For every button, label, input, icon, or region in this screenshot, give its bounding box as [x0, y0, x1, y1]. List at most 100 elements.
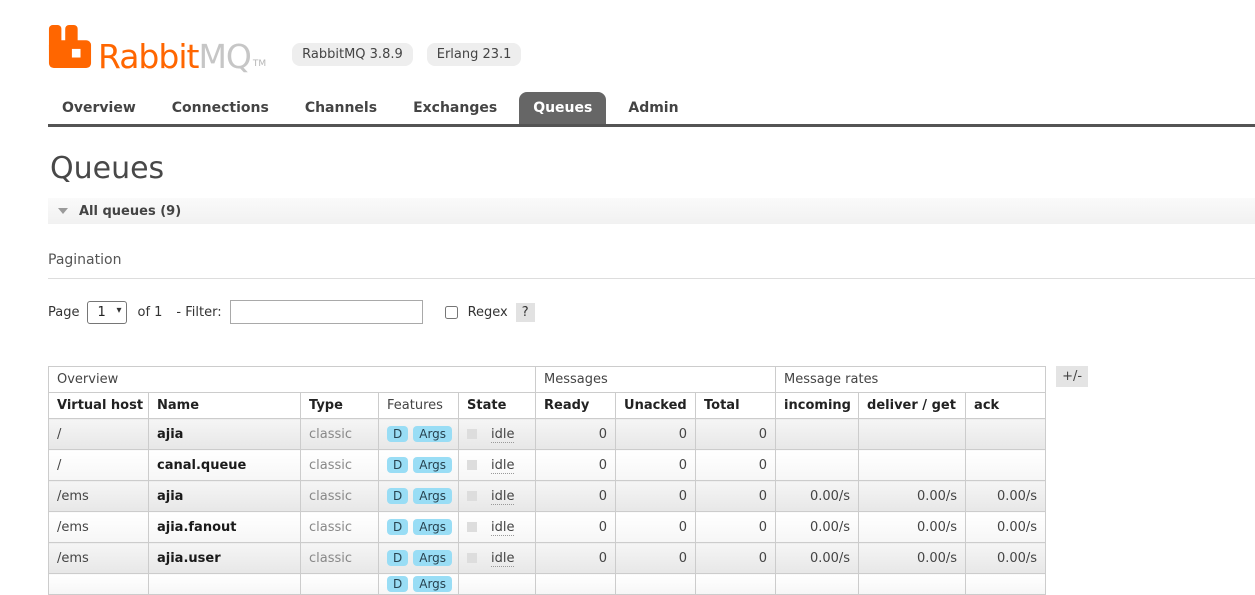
cell-ready: 0: [535, 511, 617, 543]
state-indicator-icon: [467, 552, 477, 563]
cell-total: 0: [695, 449, 777, 481]
cell-ready: 0: [535, 480, 617, 512]
cell-features: D Args: [378, 511, 459, 543]
column-toggle-button[interactable]: +/-: [1056, 366, 1089, 387]
table-row: /ems ajia.user classic D Args idle 0 0 0 0.00/s 0.…: [48, 542, 1047, 574]
queues-table-zone: Overview Messages Message rates Virtual hos…: [47, 366, 1255, 595]
cell-deliver-get-rate: [858, 418, 967, 450]
cell-state: idle: [457, 480, 537, 512]
cell-total: 0: [695, 418, 777, 450]
cell-partial: [300, 573, 379, 595]
cell-state: idle: [457, 542, 537, 574]
column-header-ack[interactable]: ack: [965, 392, 1047, 419]
cell-type: classic: [300, 449, 379, 481]
column-header-type[interactable]: Type: [300, 392, 379, 419]
pagination-controls: Page 1 ▾ of 1 - Filter: Regex ?: [48, 300, 1255, 324]
cell-partial: D Args: [378, 573, 459, 595]
column-header-deliver-get[interactable]: deliver / get: [858, 392, 967, 419]
cell-deliver-get-rate: 0.00/s: [858, 480, 967, 512]
table-row: /ems ajia.fanout classic D Args idle 0 0 0 0.00/s…: [48, 511, 1047, 543]
help-icon[interactable]: ?: [515, 302, 535, 322]
cell-ack-rate: [965, 418, 1047, 450]
queue-name-link[interactable]: canal.queue: [148, 449, 301, 481]
table-row: / canal.queue classic D Args idle 0 0 0: [48, 449, 1047, 481]
cell-ack-rate: 0.00/s: [965, 542, 1047, 574]
cell-incoming-rate: [775, 449, 860, 481]
cell-deliver-get-rate: 0.00/s: [858, 511, 967, 543]
brand-name-mq: MQ: [198, 37, 251, 76]
queue-name-link[interactable]: ajia.fanout: [148, 511, 301, 543]
cell-incoming-rate: 0.00/s: [775, 480, 860, 512]
queue-name-link[interactable]: ajia.user: [148, 542, 301, 574]
column-group-message-rates: Message rates: [775, 366, 1047, 393]
cell-incoming-rate: [775, 418, 860, 450]
tab-connections[interactable]: Connections: [171, 100, 269, 116]
tab-exchanges[interactable]: Exchanges: [413, 100, 498, 116]
brand-name: RabbitMQ TM: [98, 40, 266, 73]
cell-incoming-rate: 0.00/s: [775, 511, 860, 543]
cell-deliver-get-rate: 0.00/s: [858, 542, 967, 574]
tab-admin[interactable]: Admin: [628, 100, 679, 116]
version-badges: RabbitMQ 3.8.9 Erlang 23.1: [292, 33, 522, 66]
column-header-total[interactable]: Total: [695, 392, 777, 419]
cell-virtual-host: /ems: [48, 542, 149, 574]
queue-name-link[interactable]: ajia: [148, 480, 301, 512]
column-header-ready[interactable]: Ready: [535, 392, 617, 419]
filter-input[interactable]: [229, 300, 423, 324]
state-label: idle: [491, 457, 515, 474]
cell-features: D Args: [378, 542, 459, 574]
tab-queues[interactable]: Queues: [519, 92, 607, 124]
cell-total: 0: [695, 542, 777, 574]
all-queues-section-toggle[interactable]: All queues (9): [48, 198, 1255, 224]
cell-ready: 0: [535, 542, 617, 574]
cell-partial: [457, 573, 537, 595]
trademark-label: TM: [252, 59, 267, 69]
durable-badge: D: [387, 488, 409, 504]
brand-header: RabbitMQ TM RabbitMQ 3.8.9 Erlang 23.1: [48, 22, 1255, 76]
args-badge: Args: [413, 519, 453, 535]
column-header-virtual-host[interactable]: Virtual host: [48, 392, 149, 419]
version-badge: Erlang 23.1: [426, 42, 522, 66]
args-badge: Args: [413, 550, 453, 566]
cell-ready: 0: [535, 449, 617, 481]
section-label: All queues (9): [79, 203, 182, 219]
cell-total: 0: [695, 480, 777, 512]
regex-label: Regex: [467, 304, 508, 320]
cell-partial: [48, 573, 149, 595]
nav-tabs: Overview Connections Channels Exchanges Queu…: [48, 92, 1255, 124]
cell-state: idle: [457, 511, 537, 543]
tab-channels[interactable]: Channels: [304, 100, 378, 116]
queue-name-link[interactable]: ajia: [148, 418, 301, 450]
cell-partial: [535, 573, 617, 595]
page-select[interactable]: 1: [87, 300, 128, 324]
rabbitmq-logo[interactable]: RabbitMQ TM: [48, 25, 266, 73]
column-header-name[interactable]: Name: [148, 392, 301, 419]
cell-features: D Args: [378, 418, 459, 450]
nav-tab-bar: Overview Connections Channels Exchanges Queu…: [48, 92, 1255, 127]
cell-type: classic: [300, 418, 379, 450]
cell-total: 0: [695, 511, 777, 543]
queues-table: Overview Messages Message rates Virtual hos…: [47, 366, 1047, 595]
tab-overview[interactable]: Overview: [62, 100, 136, 116]
column-header-unacked[interactable]: Unacked: [615, 392, 697, 419]
table-row: /ems ajia classic D Args idle 0 0 0 0.00/s 0.00/s 0…: [48, 480, 1047, 512]
table-row-partial: D Args: [48, 573, 1047, 595]
state-indicator-icon: [467, 521, 477, 532]
cell-unacked: 0: [615, 418, 697, 450]
state-label: idle: [491, 426, 515, 443]
filter-label: - Filter:: [176, 304, 222, 320]
state-label: idle: [491, 519, 515, 536]
durable-badge: D: [387, 519, 409, 535]
column-header-state[interactable]: State: [457, 392, 537, 419]
cell-state: idle: [457, 418, 537, 450]
regex-checkbox[interactable]: [444, 305, 458, 319]
durable-badge: D: [387, 457, 409, 473]
state-indicator-icon: [467, 459, 477, 470]
cell-virtual-host: /ems: [48, 511, 149, 543]
cell-type: classic: [300, 511, 379, 543]
column-group-overview: Overview: [47, 366, 537, 393]
args-badge: Args: [413, 576, 453, 592]
column-header-incoming[interactable]: incoming: [775, 392, 860, 419]
cell-ack-rate: 0.00/s: [965, 511, 1047, 543]
